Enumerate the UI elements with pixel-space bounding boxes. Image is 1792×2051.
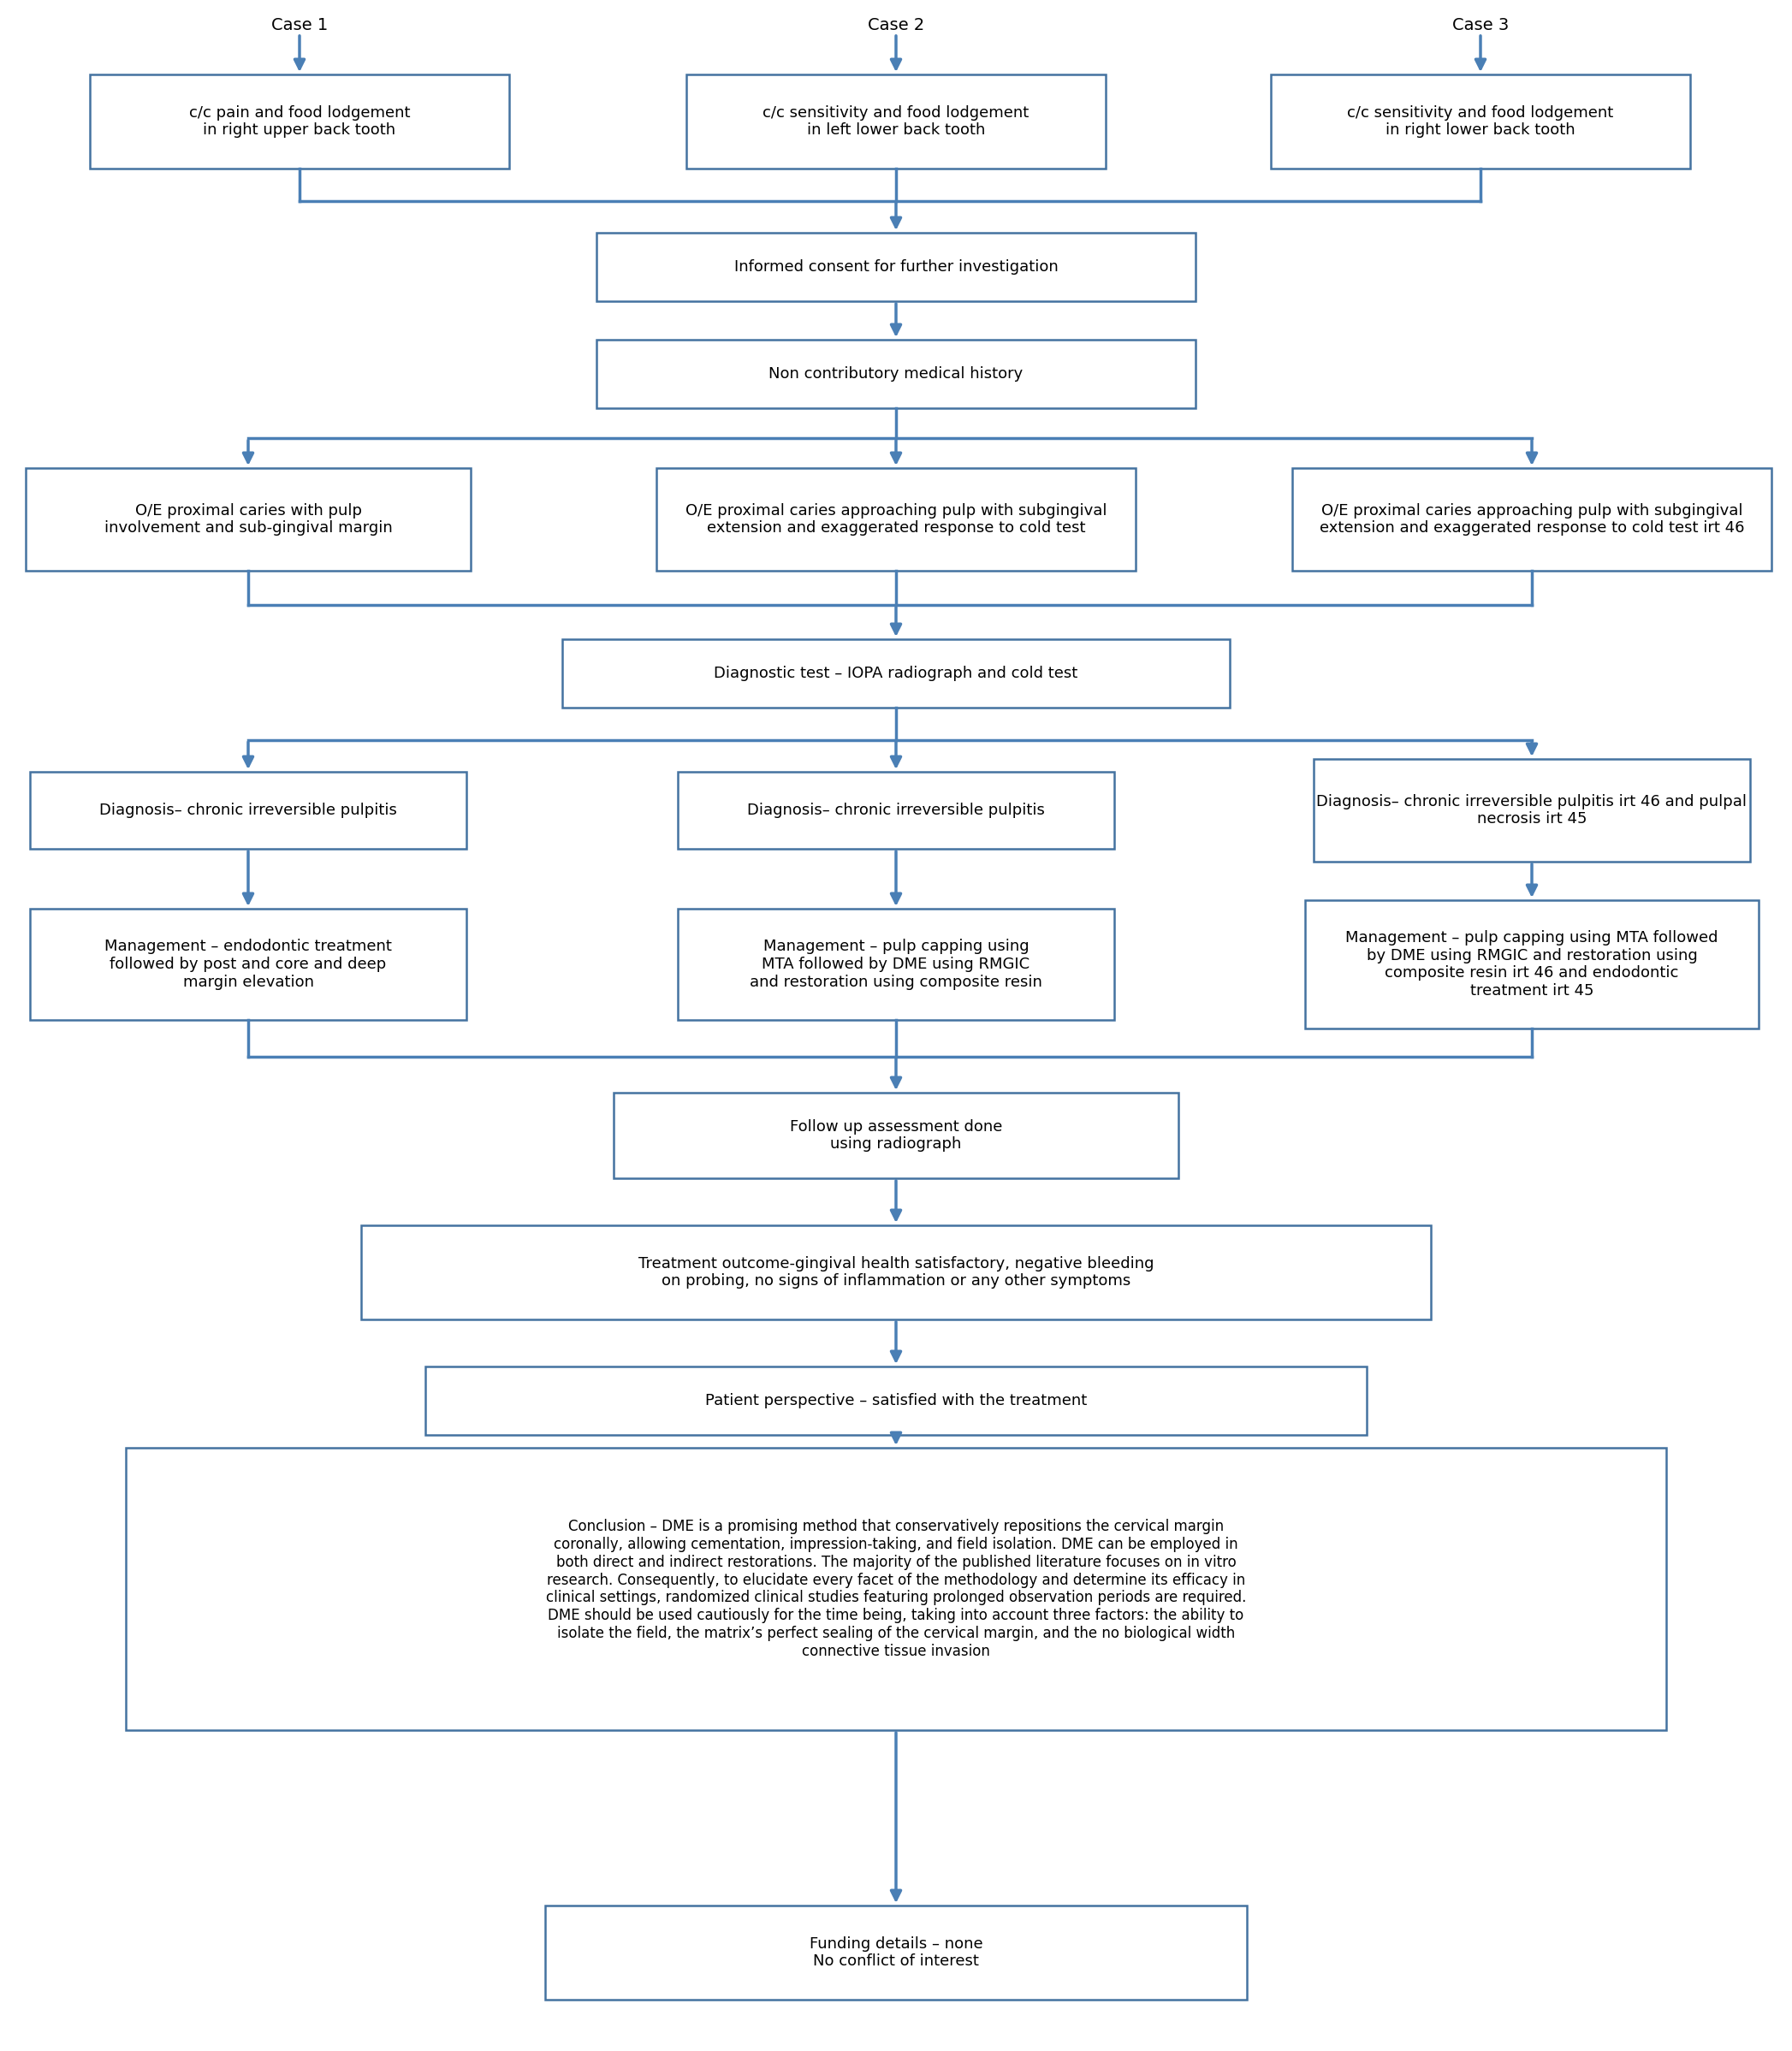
- Bar: [686, 74, 1106, 168]
- Bar: [425, 1366, 1367, 1436]
- Bar: [563, 640, 1229, 708]
- Text: Patient perspective – satisfied with the treatment: Patient perspective – satisfied with the…: [704, 1393, 1088, 1409]
- Text: Management – pulp capping using
MTA followed by DME using RMGIC
and restoration : Management – pulp capping using MTA foll…: [749, 939, 1043, 991]
- Text: Diagnosis– chronic irreversible pulpitis: Diagnosis– chronic irreversible pulpitis: [99, 802, 398, 818]
- Text: O/E proximal caries approaching pulp with subgingival
extension and exaggerated : O/E proximal caries approaching pulp wit…: [1319, 502, 1744, 535]
- Bar: [613, 1093, 1179, 1177]
- Text: c/c pain and food lodgement
in right upper back tooth: c/c pain and food lodgement in right upp…: [188, 105, 410, 137]
- Text: Diagnosis– chronic irreversible pulpitis: Diagnosis– chronic irreversible pulpitis: [747, 802, 1045, 818]
- Text: O/E proximal caries approaching pulp with subgingival
extension and exaggerated : O/E proximal caries approaching pulp wit…: [685, 502, 1107, 535]
- Bar: [30, 909, 466, 1019]
- Text: O/E proximal caries with pulp
involvement and sub-gingival margin: O/E proximal caries with pulp involvemen…: [104, 502, 392, 535]
- Bar: [125, 1448, 1667, 1731]
- Bar: [545, 1905, 1247, 2000]
- Text: Management – pulp capping using MTA followed
by DME using RMGIC and restoration : Management – pulp capping using MTA foll…: [1346, 929, 1719, 999]
- Bar: [90, 74, 509, 168]
- Bar: [597, 340, 1195, 408]
- Bar: [362, 1224, 1430, 1319]
- Text: c/c sensitivity and food lodgement
in left lower back tooth: c/c sensitivity and food lodgement in le…: [763, 105, 1029, 137]
- Bar: [597, 232, 1195, 301]
- Bar: [25, 468, 471, 570]
- Text: Management – endodontic treatment
followed by post and core and deep
margin elev: Management – endodontic treatment follow…: [104, 939, 392, 991]
- Bar: [677, 909, 1115, 1019]
- Text: Funding details – none
No conflict of interest: Funding details – none No conflict of in…: [810, 1936, 982, 1969]
- Text: Case 1: Case 1: [271, 16, 328, 33]
- Text: Conclusion – DME is a promising method that conservatively repositions the cervi: Conclusion – DME is a promising method t…: [547, 1520, 1245, 1659]
- Bar: [1292, 468, 1772, 570]
- Text: Case 3: Case 3: [1452, 16, 1509, 33]
- Text: Case 2: Case 2: [867, 16, 925, 33]
- Text: Non contributory medical history: Non contributory medical history: [769, 367, 1023, 381]
- Bar: [1305, 900, 1758, 1028]
- Bar: [677, 771, 1115, 849]
- Text: Treatment outcome-gingival health satisfactory, negative bleeding
on probing, no: Treatment outcome-gingival health satisf…: [638, 1255, 1154, 1288]
- Text: c/c sensitivity and food lodgement
in right lower back tooth: c/c sensitivity and food lodgement in ri…: [1348, 105, 1613, 137]
- Bar: [30, 771, 466, 849]
- Text: Informed consent for further investigation: Informed consent for further investigati…: [735, 258, 1057, 275]
- Bar: [656, 468, 1136, 570]
- Bar: [1271, 74, 1690, 168]
- Bar: [1314, 759, 1751, 861]
- Text: Follow up assessment done
using radiograph: Follow up assessment done using radiogra…: [790, 1120, 1002, 1153]
- Text: Diagnosis– chronic irreversible pulpitis irt 46 and pulpal
necrosis irt 45: Diagnosis– chronic irreversible pulpitis…: [1317, 794, 1747, 827]
- Text: Diagnostic test – IOPA radiograph and cold test: Diagnostic test – IOPA radiograph and co…: [713, 667, 1079, 681]
